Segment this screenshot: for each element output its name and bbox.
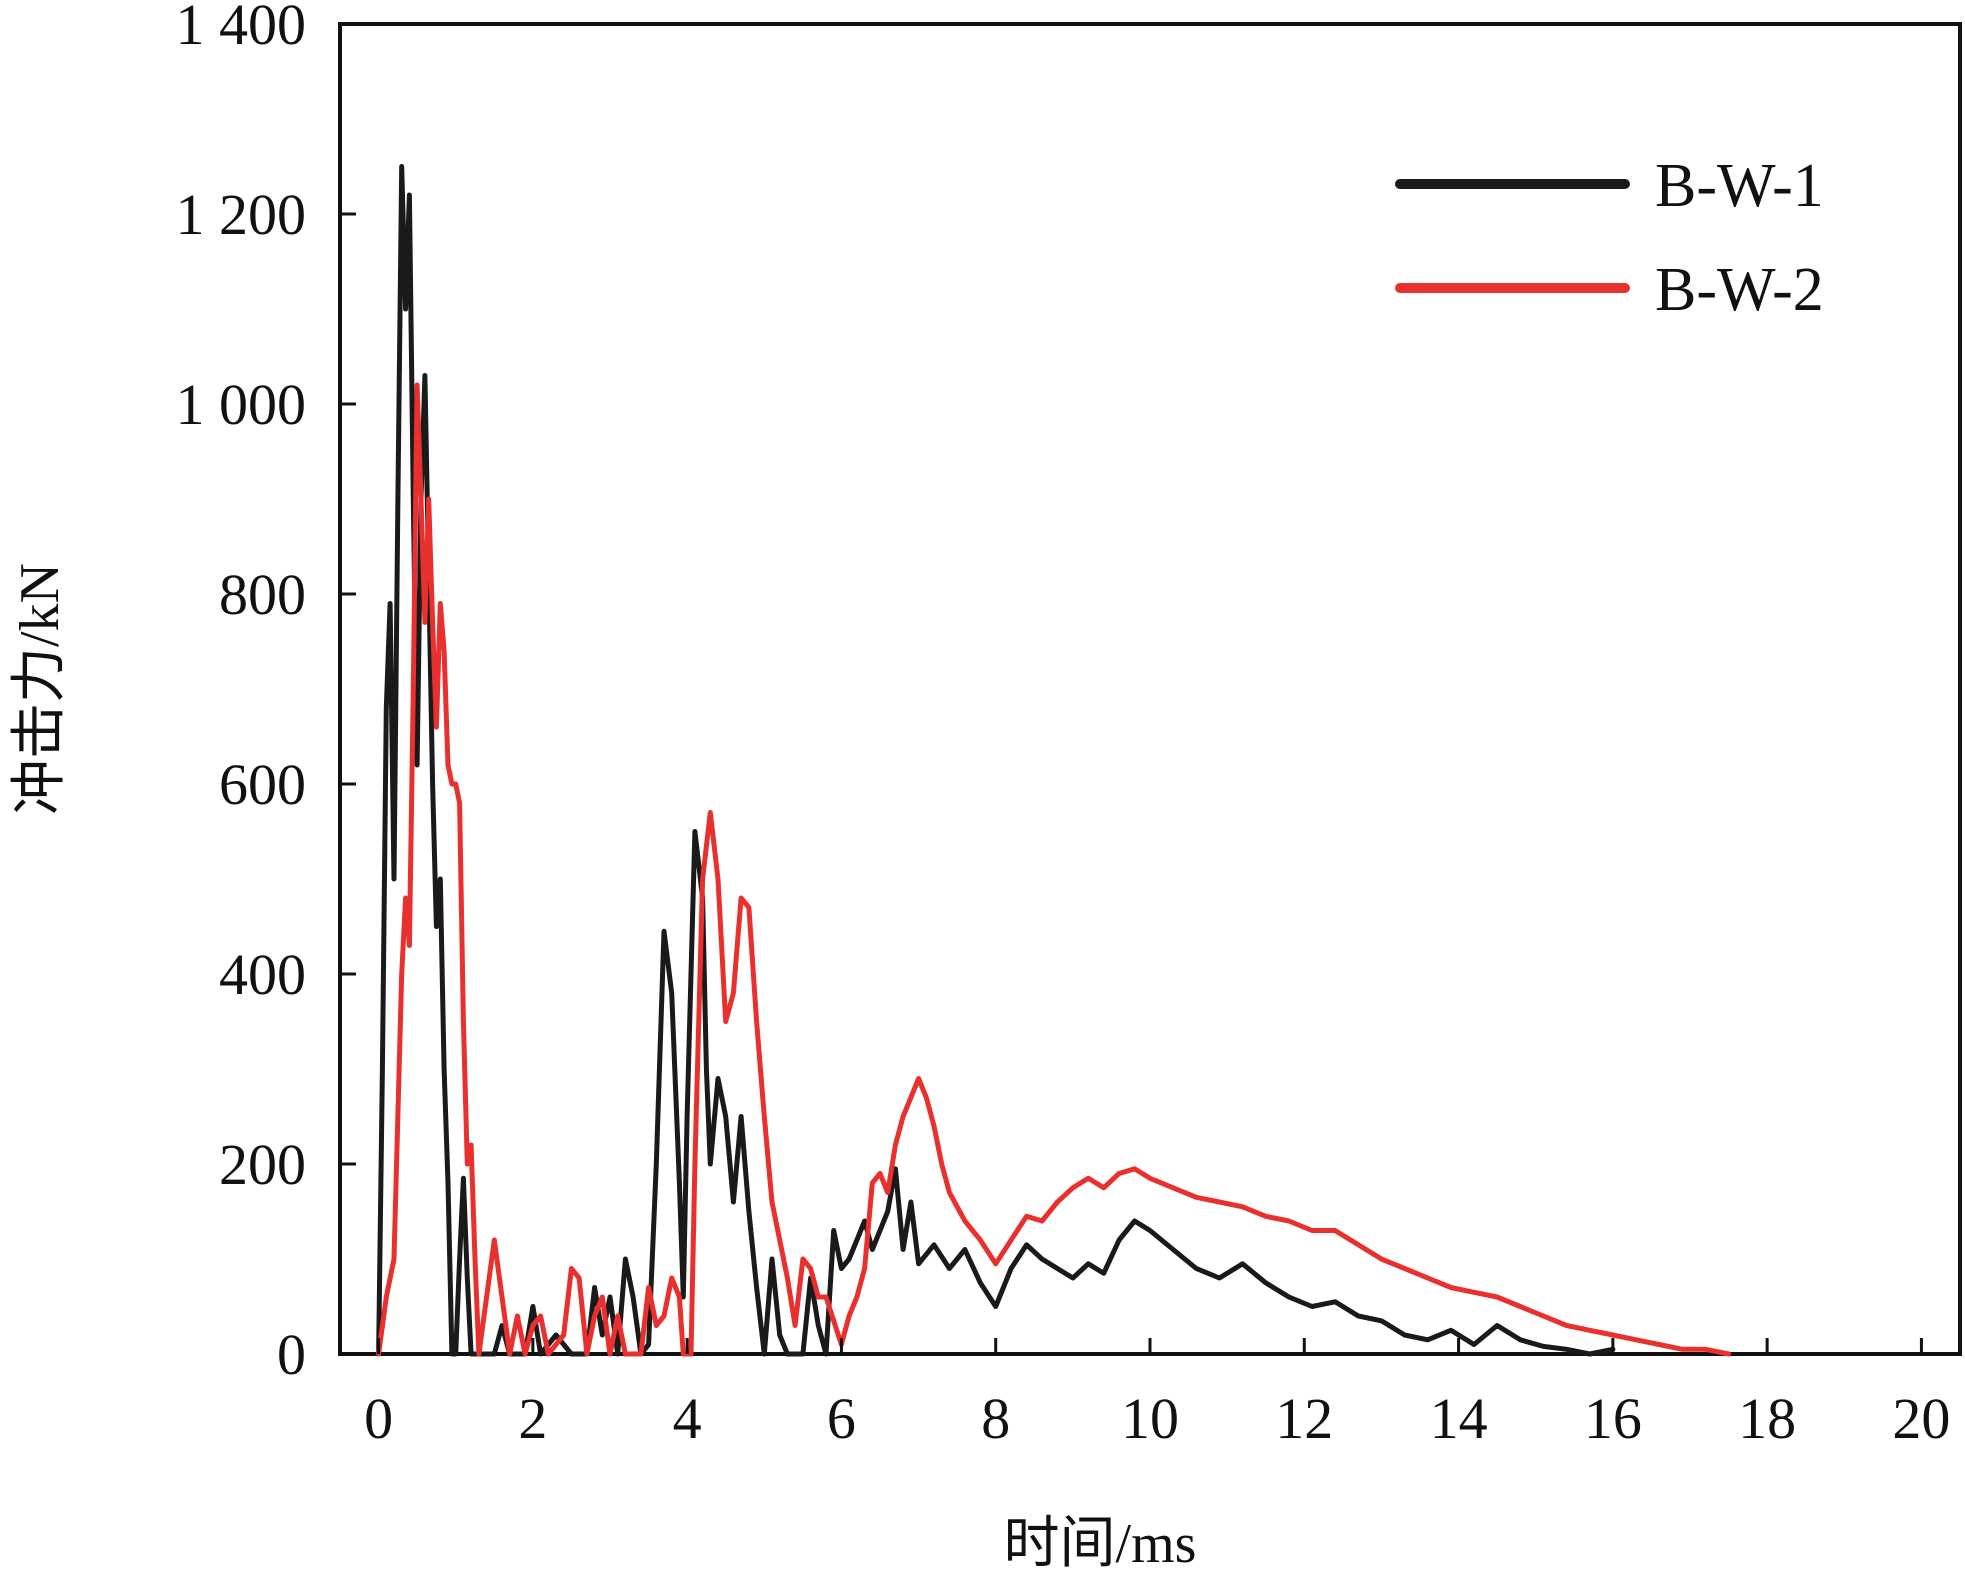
- x-axis: 0 2 4 6 8 10 12 14 16 18 20: [364, 1338, 1950, 1451]
- series-line-B-W-2: [376, 382, 1732, 1357]
- y-tick-label: 800: [219, 562, 306, 627]
- x-tick-label: 16: [1584, 1386, 1642, 1451]
- x-tick-label: 0: [364, 1386, 393, 1451]
- x-tick-label: 18: [1738, 1386, 1796, 1451]
- y-tick-label: 0: [277, 1322, 306, 1387]
- y-tick-label: 600: [219, 752, 306, 817]
- legend-label: B-W-2: [1655, 256, 1824, 324]
- legend: B-W-1 B-W-2: [1395, 152, 1824, 324]
- y-axis-title: 冲击力/kN: [9, 563, 71, 815]
- x-tick-label: 2: [518, 1386, 547, 1451]
- x-tick-label: 4: [673, 1386, 702, 1451]
- legend-label: B-W-1: [1655, 152, 1824, 220]
- x-tick-label: 12: [1275, 1386, 1333, 1451]
- y-tick-label: 200: [219, 1132, 306, 1197]
- y-tick-label: 1 400: [176, 0, 307, 57]
- x-tick-label: 8: [981, 1386, 1010, 1451]
- y-tick-label: 400: [219, 942, 306, 1007]
- y-axis: 0 200 400 600 800 1 000 1 200 1 400: [176, 0, 356, 1387]
- y-tick-label: 1 200: [176, 182, 307, 247]
- x-tick-label: 14: [1430, 1386, 1488, 1451]
- x-axis-title: 时间/ms: [1004, 1513, 1197, 1571]
- series-line-B-W-1: [376, 164, 1616, 1357]
- x-tick-label: 6: [827, 1386, 856, 1451]
- x-tick-label: 20: [1892, 1386, 1950, 1451]
- y-tick-label: 1 000: [176, 372, 307, 437]
- plot-frame: [338, 22, 1962, 1356]
- series-layer: [376, 164, 1732, 1357]
- x-tick-label: 10: [1121, 1386, 1179, 1451]
